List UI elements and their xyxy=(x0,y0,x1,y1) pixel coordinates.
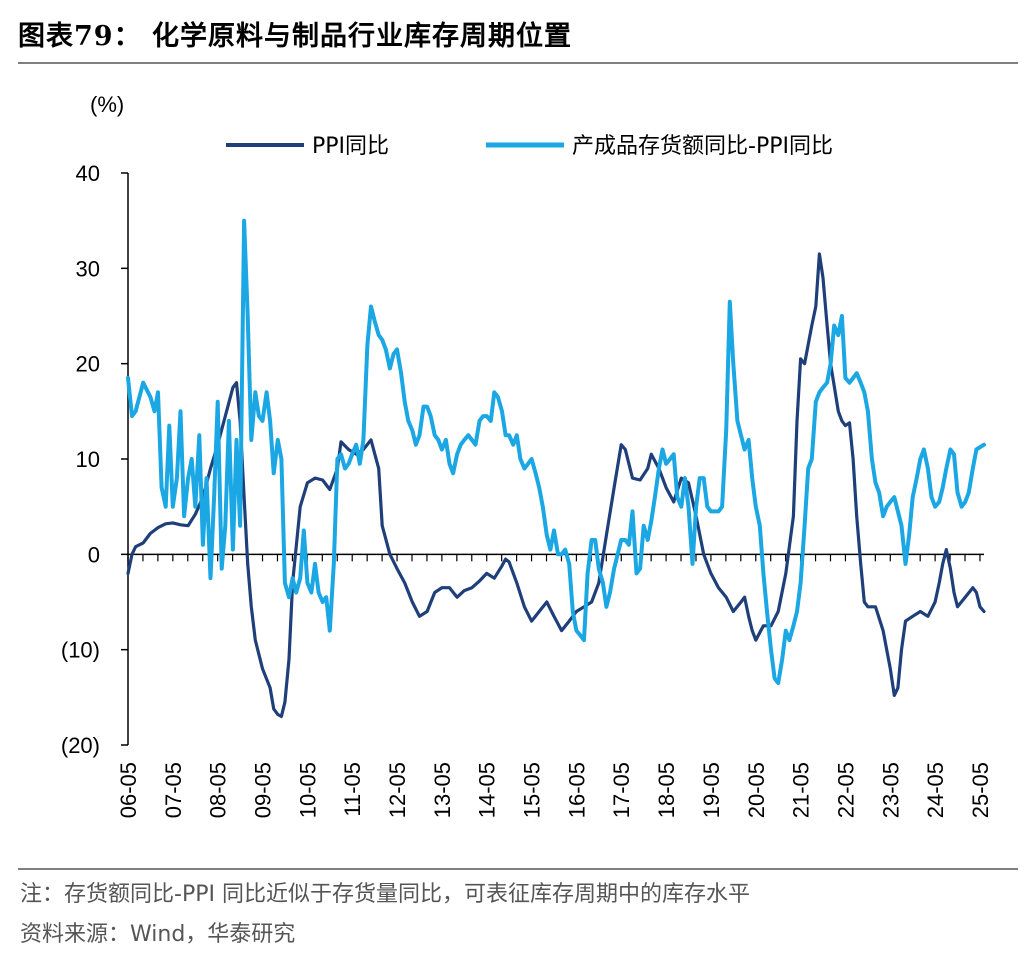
x-tick-label: 23-05 xyxy=(878,762,903,818)
y-axis-unit-label: (%) xyxy=(90,92,124,117)
source-note: 资料来源：Wind，华泰研究 xyxy=(20,922,296,947)
x-tick-label: 11-05 xyxy=(340,762,365,817)
x-tick-label: 07-05 xyxy=(161,762,186,818)
y-tick-label: (20) xyxy=(61,733,100,758)
x-tick-label: 21-05 xyxy=(789,762,814,818)
x-tick-label: 12-05 xyxy=(385,762,410,818)
bottom-divider xyxy=(18,868,1018,870)
y-tick-label: 10 xyxy=(76,447,100,472)
legend-label-2: 产成品存货额同比-PPI同比 xyxy=(572,134,833,159)
x-tick-label: 20-05 xyxy=(744,762,769,818)
chart-title: 图表79： 化学原料与制品行业库存周期位置 xyxy=(18,21,572,52)
x-tick-label: 24-05 xyxy=(923,762,948,818)
y-tick-label: 0 xyxy=(88,542,100,567)
y-tick-label: 30 xyxy=(76,256,100,281)
x-tick-label: 15-05 xyxy=(520,762,545,818)
chart-note: 注：存货额同比-PPI 同比近似于存货量同比，可表征库存周期中的库存水平 xyxy=(20,882,750,907)
x-tick-label: 06-05 xyxy=(116,762,141,818)
x-tick-label: 18-05 xyxy=(654,762,679,818)
top-divider xyxy=(18,62,1018,64)
x-tick-label: 22-05 xyxy=(833,762,858,818)
x-tick-label: 16-05 xyxy=(564,762,589,818)
line-chart: 40 30 20 10 0 (10) (20) (%) 06-05 07-05 08-05 09-05… xyxy=(61,92,993,818)
x-tick-label: 08-05 xyxy=(206,762,231,818)
x-tick-label: 09-05 xyxy=(251,762,276,818)
legend-label-1: PPI同比 xyxy=(312,134,389,159)
series-line-2 xyxy=(126,218,986,685)
series-line-1 xyxy=(126,252,986,718)
x-tick-label: 14-05 xyxy=(475,762,500,818)
y-tick-label: 40 xyxy=(76,161,100,186)
x-tick-label: 25-05 xyxy=(968,762,993,818)
x-tick-label: 13-05 xyxy=(430,762,455,818)
y-tick-label: 20 xyxy=(76,352,100,377)
y-tick-label: (10) xyxy=(61,638,100,663)
x-tick-label: 17-05 xyxy=(609,762,634,818)
x-tick-label: 19-05 xyxy=(699,762,724,818)
x-tick-label: 10-05 xyxy=(295,762,320,818)
